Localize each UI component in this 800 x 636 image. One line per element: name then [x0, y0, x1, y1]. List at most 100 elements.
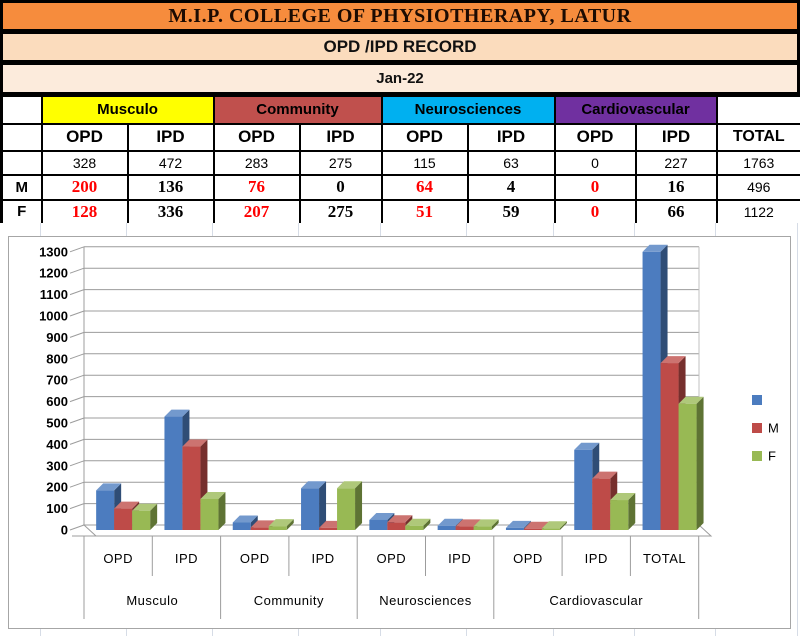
category-label: OPD: [377, 551, 407, 566]
sheet-gridline: [553, 223, 554, 236]
row-label-F[interactable]: F: [0, 198, 43, 226]
value-cell[interactable]: 328: [40, 149, 129, 176]
sheet-gridline: [715, 223, 716, 236]
y-axis-label: 1200: [39, 266, 68, 281]
value-cell[interactable]: 496: [715, 173, 800, 201]
table-row: M 200 136 76 0 64 4 0 16 496: [0, 173, 800, 201]
bar-F-IPD: [337, 481, 363, 530]
group-label-community: Community: [254, 593, 324, 608]
sheet-gridline-right: [797, 223, 798, 636]
column-header-ipd[interactable]: IPD: [298, 122, 383, 152]
column-header-opd[interactable]: OPD: [212, 122, 301, 152]
value-cell[interactable]: 63: [466, 149, 556, 176]
axis-tick: [69, 417, 85, 424]
y-axis-label: 500: [46, 416, 68, 431]
sheet-gridline-strip-top: [0, 223, 800, 236]
category-header-cardiovascular[interactable]: Cardiovascular: [553, 94, 718, 125]
value-cell[interactable]: 336: [126, 198, 215, 226]
sheet-gridline: [380, 223, 381, 236]
report-subtitle: OPD /IPD RECORD: [323, 37, 477, 56]
category-header-musculo[interactable]: Musculo: [40, 94, 215, 125]
report-title-band: M.I.P. COLLEGE OF PHYSIOTHERAPY, LATUR: [0, 0, 800, 32]
table-row: F 128 336 207 275 51 59 0 66 1122: [0, 198, 800, 226]
group-label-cardiovascular: Cardiovascular: [549, 593, 643, 608]
axis-tick: [69, 374, 85, 381]
value-cell[interactable]: 0: [553, 198, 637, 226]
y-axis-label: 0: [61, 523, 68, 538]
bar-series1-IPD: [301, 481, 327, 530]
value-cell[interactable]: 0: [553, 149, 637, 176]
bar-F-TOTAL: [678, 396, 704, 530]
y-axis-label: 1100: [40, 287, 68, 302]
value-cell[interactable]: 16: [634, 173, 718, 201]
row-label-total[interactable]: [0, 149, 43, 176]
category-label: IPD: [585, 551, 608, 566]
category-label: IPD: [448, 551, 471, 566]
value-cell[interactable]: 275: [298, 149, 383, 176]
column-header-ipd[interactable]: IPD: [466, 122, 556, 152]
y-axis-label: 800: [46, 351, 68, 366]
value-cell[interactable]: 59: [466, 198, 556, 226]
column-header-ipd[interactable]: IPD: [126, 122, 215, 152]
column-header-total[interactable]: TOTAL: [715, 122, 800, 152]
corner-cell[interactable]: [0, 94, 43, 125]
bar-F-IPD: [200, 491, 226, 530]
sheet-gridline: [466, 223, 467, 236]
value-cell[interactable]: 283: [212, 149, 301, 176]
y-axis-label: 700: [46, 373, 68, 388]
axis-tick: [69, 481, 85, 488]
opd-ipd-bar-chart[interactable]: 0 100 200 300 400 500 600 700 800 900 1000 1100 1200…: [8, 236, 791, 629]
sheet-gridline: [466, 629, 467, 636]
value-cell[interactable]: 200: [40, 173, 129, 201]
column-header-opd[interactable]: OPD: [40, 122, 129, 152]
value-cell[interactable]: 0: [553, 173, 637, 201]
sheet-gridline: [634, 223, 635, 236]
value-cell[interactable]: 128: [40, 198, 129, 226]
category-label: TOTAL: [643, 551, 686, 566]
value-cell[interactable]: 51: [380, 198, 469, 226]
sheet-gridline: [553, 629, 554, 636]
column-header-opd[interactable]: OPD: [380, 122, 469, 152]
subheader-corner-cell[interactable]: [0, 122, 43, 152]
value-cell[interactable]: 76: [212, 173, 301, 201]
bar-F-OPD: [405, 518, 431, 530]
axis-tick: [69, 310, 85, 317]
value-cell[interactable]: 227: [634, 149, 718, 176]
sheet-gridline: [126, 223, 127, 236]
value-cell[interactable]: 64: [380, 173, 469, 201]
value-cell[interactable]: 472: [126, 149, 215, 176]
value-cell[interactable]: 136: [126, 173, 215, 201]
report-month-band: Jan-22: [0, 62, 800, 95]
axis-tick: [69, 246, 85, 253]
report-subtitle-band: OPD /IPD RECORD: [0, 31, 800, 63]
value-cell[interactable]: 207: [212, 198, 301, 226]
bar-F-IPD: [473, 519, 499, 530]
axis-tick: [69, 396, 85, 403]
category-header-total-spacer[interactable]: [715, 94, 800, 125]
legend-swatch-series1: [752, 395, 762, 405]
value-cell[interactable]: 0: [298, 173, 383, 201]
value-cell[interactable]: 275: [298, 198, 383, 226]
bar-F-OPD: [268, 519, 294, 530]
report-month: Jan-22: [376, 70, 424, 87]
value-cell[interactable]: 4: [466, 173, 556, 201]
column-header-ipd[interactable]: IPD: [634, 122, 718, 152]
category-header-community[interactable]: Community: [212, 94, 383, 125]
sheet-gridline: [212, 223, 213, 236]
value-cell[interactable]: 1122: [715, 198, 800, 226]
category-label: IPD: [175, 551, 198, 566]
column-header-opd[interactable]: OPD: [553, 122, 637, 152]
value-cell[interactable]: 1763: [715, 149, 800, 176]
value-cell[interactable]: 66: [634, 198, 718, 226]
value-cell[interactable]: 115: [380, 149, 469, 176]
legend-swatch-F: [752, 451, 762, 461]
sheet-gridline: [715, 629, 716, 636]
category-header-neurosciences[interactable]: Neurosciences: [380, 94, 556, 125]
sheet-gridline: [298, 629, 299, 636]
category-label: OPD: [513, 551, 543, 566]
sheet-gridline: [126, 629, 127, 636]
axis-tick: [69, 353, 85, 360]
row-label-M[interactable]: M: [0, 173, 43, 201]
legend-swatch-M: [752, 423, 762, 433]
y-axis-label: 900: [46, 330, 68, 345]
